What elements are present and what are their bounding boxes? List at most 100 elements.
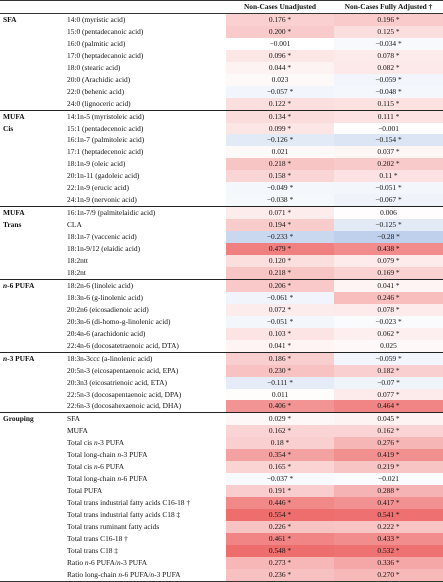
table-row: 20:2n6 (eicosadienoic acid) 0.072 * 0.078 … xyxy=(0,303,443,316)
unadjusted-value: 0.158 * xyxy=(226,170,334,183)
group-label xyxy=(0,388,64,401)
fatty-acid-name: 22:0 (behenic acid) xyxy=(64,85,226,98)
unadjusted-value: 0.165 * xyxy=(226,461,334,474)
fatty-acid-name: 22:4n-6 (docosatetraenoic acid, DTA) xyxy=(64,339,226,353)
adjusted-value: 0.202 * xyxy=(334,158,443,171)
adjusted-value: −0.154 * xyxy=(334,134,443,147)
group-label xyxy=(0,73,64,86)
group-label xyxy=(0,425,64,438)
group-label xyxy=(0,85,64,98)
fatty-acid-name: 22:5n-3 (docosapentaenoic acid, DPA) xyxy=(64,388,226,401)
table-row: 18:3n-6 (g-linolenic acid) −0.061 * 0.246 … xyxy=(0,291,443,304)
adjusted-value: 0.078 * xyxy=(334,303,443,316)
group-label xyxy=(0,266,64,280)
fatty-acid-name: 18:1n-7 (vaccenic acid) xyxy=(64,231,226,244)
fatty-acid-name: 24:0 (lignoceric acid) xyxy=(64,97,226,111)
table-row: 20:0 (Arachidic acid) 0.023 −0.059 * xyxy=(0,73,443,86)
adjusted-value: −0.059 * xyxy=(334,351,443,365)
adjusted-value: −0.067 * xyxy=(334,194,443,207)
adjusted-value: 0.115 * xyxy=(334,97,443,111)
group-label xyxy=(0,497,64,510)
adjusted-value: −0.023 * xyxy=(334,315,443,328)
fatty-acid-name: 18:1n-9 (oleic acid) xyxy=(64,158,226,171)
group-label xyxy=(0,327,64,340)
table-row: Ratio n-6 PUFA/n-3 PUFA 0.273 * 0.336 * xyxy=(0,556,443,569)
group-label xyxy=(0,158,64,171)
unadjusted-value: −0.057 * xyxy=(226,85,334,98)
unadjusted-value: 0.186 * xyxy=(226,351,334,365)
group-label xyxy=(0,339,64,353)
table-row: 22:5n-3 (docosapentaenoic acid, DPA) 0.01… xyxy=(0,388,443,401)
group-label xyxy=(0,461,64,474)
unadjusted-value: 0.354 * xyxy=(226,449,334,462)
unadjusted-value: 0.194 * xyxy=(226,219,334,232)
table-row: 15:0 (pentadecanoic acid) 0.200 * 0.125 * xyxy=(0,25,443,38)
header-row: Non-Cases Unadjusted Non-Cases Fully Adj… xyxy=(0,0,443,14)
group-label xyxy=(0,315,64,328)
unadjusted-value: 0.200 * xyxy=(226,25,334,38)
unadjusted-value: −0.001 xyxy=(226,37,334,50)
group-label xyxy=(0,303,64,316)
table-row: 18:1n-9/12 (elaidic acid) 0.479 * 0.438 * xyxy=(0,243,443,256)
group-label xyxy=(0,194,64,207)
group-label: n-6 PUFA xyxy=(0,278,64,292)
table-row: 20:5n-3 (eicosapentaenoic acid, EPA) 0.23… xyxy=(0,364,443,377)
header-unadjusted: Non-Cases Unadjusted xyxy=(226,0,334,14)
adjusted-value: 0.541 * xyxy=(334,509,443,521)
adjusted-value: 0.222 * xyxy=(334,520,443,533)
adjusted-value: 0.11 * xyxy=(334,170,443,183)
fatty-acid-name: SFA xyxy=(64,412,226,426)
group-label xyxy=(0,437,64,450)
header-fatty-acid xyxy=(64,0,226,14)
adjusted-value: −0.034 * xyxy=(334,37,443,50)
group-label xyxy=(0,532,64,545)
table-row: Total trans industrial fatty acids C16-1… xyxy=(0,497,443,510)
adjusted-value: 0.025 xyxy=(334,339,443,353)
fatty-acid-name: 20:2n6 (eicosadienoic acid) xyxy=(64,303,226,316)
group-label xyxy=(0,25,64,38)
unadjusted-value: 0.120 * xyxy=(226,255,334,267)
fatty-acid-name: CLA xyxy=(64,219,226,232)
group-label xyxy=(0,291,64,304)
unadjusted-value: 0.406 * xyxy=(226,400,334,413)
fatty-acid-name: 20:3n-6 (di-homo-g-linolenic acid) xyxy=(64,315,226,328)
adjusted-value: 0.438 * xyxy=(334,243,443,256)
group-label xyxy=(0,231,64,244)
fatty-acid-name: 22:1n-9 (erucic acid) xyxy=(64,182,226,195)
fatty-acid-name: Ratio n-6 PUFA/n-3 PUFA xyxy=(64,556,226,569)
unadjusted-value: −0.038 * xyxy=(226,194,334,207)
unadjusted-value: 0.122 * xyxy=(226,97,334,111)
adjusted-value: 0.417 * xyxy=(334,497,443,510)
table-row: Grouping SFA 0.029 * 0.045 * xyxy=(0,412,443,426)
fatty-acid-name: Ratio long-chain n-6 PUFA/n-3 PUFA xyxy=(64,568,226,582)
group-label xyxy=(0,49,64,62)
table-row: 17:1 (heptadecenoic acid) 0.021 0.037 * xyxy=(0,146,443,159)
fatty-acid-name: 16:1n-7/9 (palmitelaidic acid) xyxy=(64,206,226,220)
fatty-acid-name: Total long-chain n-3 PUFA xyxy=(64,449,226,462)
group-label xyxy=(0,485,64,498)
fatty-acid-name: 17:1 (heptadecenoic acid) xyxy=(64,146,226,159)
fatty-acid-name: 18:2ntt xyxy=(64,255,226,267)
unadjusted-value: 0.162 * xyxy=(226,425,334,438)
table-row: 20:3n-6 (di-homo-g-linolenic acid) −0.051… xyxy=(0,315,443,328)
table-row: n-3 PUFA 18:3n-3ccc (a-linolenic acid) 0.1… xyxy=(0,351,443,365)
table-row: 18:2ntt 0.120 * 0.079 * xyxy=(0,255,443,267)
table-row: MUFA 0.162 * 0.162 * xyxy=(0,425,443,438)
table-row: 22:6n-3 (docosahexaenoic acid, DHA) 0.406… xyxy=(0,400,443,413)
adjusted-value: 0.125 * xyxy=(334,25,443,38)
group-label xyxy=(0,170,64,183)
adjusted-value: 0.433 * xyxy=(334,532,443,545)
group-label xyxy=(0,134,64,147)
adjusted-value: 0.532 * xyxy=(334,544,443,557)
group-label: MUFA xyxy=(0,109,64,123)
unadjusted-value: 0.236 * xyxy=(226,568,334,582)
unadjusted-value: 0.554 * xyxy=(226,509,334,521)
unadjusted-value: 0.230 * xyxy=(226,364,334,377)
fatty-acid-name: Total trans industrial fatty acids C18 ‡ xyxy=(64,509,226,521)
adjusted-value: 0.111 * xyxy=(334,109,443,123)
fatty-acid-name: 18:3n-3ccc (a-linolenic acid) xyxy=(64,351,226,365)
group-label: n-3 PUFA xyxy=(0,351,64,365)
table-row: 16:0 (palmitic acid) −0.001 −0.034 * xyxy=(0,37,443,50)
group-label xyxy=(0,146,64,159)
table-row: 18:1n-7 (vaccenic acid) −0.233 * −0.28 * xyxy=(0,231,443,244)
